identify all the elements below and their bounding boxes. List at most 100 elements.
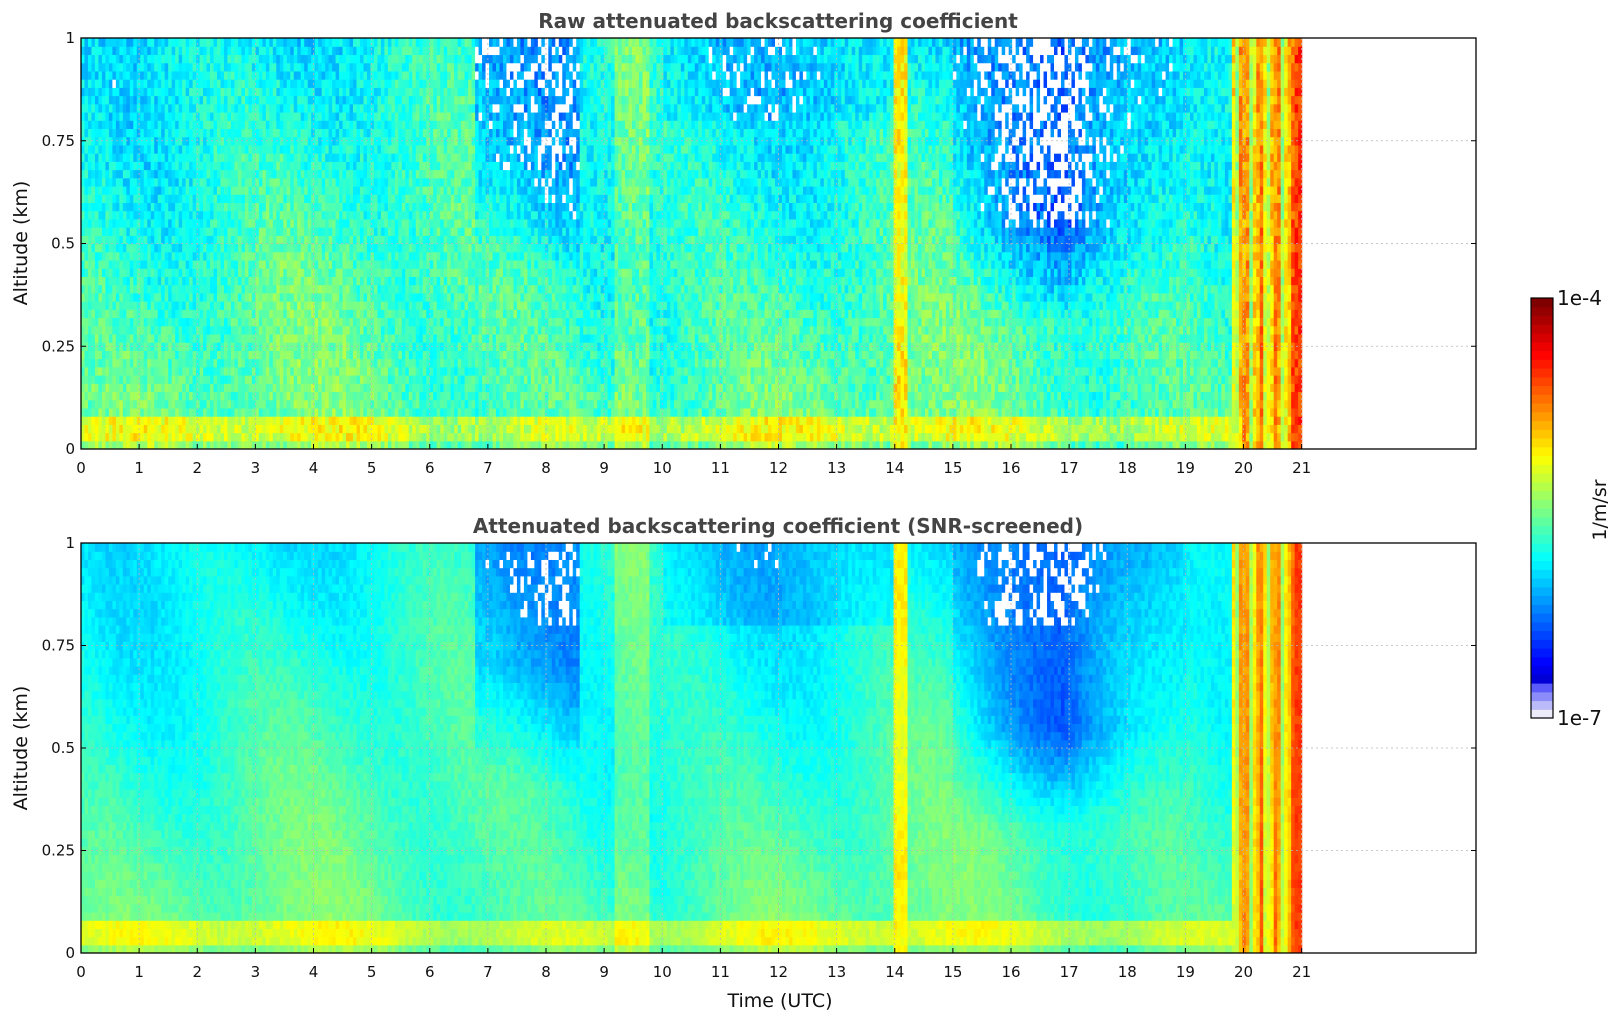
x-tick-label: 14 — [885, 459, 904, 477]
colorbar-cell — [1531, 420, 1553, 430]
colorbar-cell — [1531, 394, 1553, 404]
colorbar-label: 1/m/sr — [1589, 479, 1611, 540]
y-tick-label: 0.5 — [51, 739, 75, 757]
x-tick-label: 4 — [309, 963, 319, 981]
x-tick-label: 18 — [1118, 963, 1137, 981]
x-tick-label: 20 — [1234, 963, 1253, 981]
colorbar-cell — [1531, 665, 1553, 675]
colorbar-cell — [1531, 683, 1553, 693]
colorbar-cell — [1531, 481, 1553, 492]
colorbar-cell — [1531, 324, 1553, 334]
x-tick-label: 6 — [425, 963, 435, 981]
colorbar-cell — [1531, 621, 1553, 632]
colorbar-cell — [1531, 438, 1553, 448]
x-axis: 0 1 2 3 4 5 6 7 8 9 10 11 12 13 14 15 16 17 18 19 20 21 — [76, 948, 1311, 981]
colorbar: 1e-4 1e-7 1/m/sr — [1530, 286, 1611, 730]
x-tick-label: 8 — [541, 963, 551, 981]
colorbar-cell — [1531, 604, 1553, 614]
colorbar-cell — [1531, 516, 1553, 527]
x-tick-label: 17 — [1060, 459, 1079, 477]
x-tick-label: 11 — [711, 963, 730, 981]
x-tick-label: 15 — [943, 459, 962, 477]
y-tick-label: 1 — [65, 534, 75, 552]
x-tick-label: 1 — [134, 963, 144, 981]
colorbar-cell — [1531, 648, 1553, 658]
colorbar-cell — [1531, 385, 1553, 395]
x-tick-label: 10 — [653, 963, 672, 981]
x-tick-label: 1 — [134, 459, 144, 477]
colorbar-cell — [1531, 429, 1553, 439]
x-tick-label: 3 — [251, 963, 261, 981]
x-tick-label: 16 — [1001, 963, 1020, 981]
colorbar-cell — [1531, 341, 1553, 352]
x-axis: 0 1 2 3 4 5 6 7 8 9 10 11 12 13 14 15 16 17 18 19 20 21 — [76, 444, 1311, 477]
x-tick-label: 9 — [599, 963, 609, 981]
colorbar-cell — [1531, 333, 1553, 343]
colorbar-frame — [1530, 297, 1554, 719]
x-tick-label: 21 — [1292, 459, 1311, 477]
y-tick-label: 0.5 — [51, 235, 75, 253]
y-tick-label: 0.25 — [42, 337, 75, 355]
colorbar-cell — [1531, 446, 1553, 457]
y-axis-label: Altitude (km) — [10, 181, 32, 306]
colorbar-cell — [1531, 306, 1553, 317]
y-tick-label: 0.75 — [42, 637, 75, 655]
colorbar-cell — [1531, 534, 1553, 544]
x-tick-label: 16 — [1001, 459, 1020, 477]
x-tick-label: 5 — [367, 963, 377, 981]
colorbar-cell — [1531, 691, 1553, 702]
colorbar-cell — [1531, 613, 1553, 623]
x-tick-label: 0 — [76, 963, 86, 981]
colorbar-cell — [1531, 298, 1553, 308]
colorbar-cell — [1531, 700, 1553, 710]
colorbar-cell — [1531, 499, 1553, 509]
x-tick-label: 9 — [599, 459, 609, 477]
gridlines — [80, 37, 1476, 450]
x-tick-label: 11 — [711, 459, 730, 477]
colorbar-cell — [1531, 490, 1553, 500]
x-tick-label: 18 — [1118, 459, 1137, 477]
colorbar-cell — [1531, 560, 1553, 570]
colorbar-cell — [1531, 578, 1553, 588]
y-axis: 0 0.25 0.5 0.75 1 — [42, 29, 1476, 458]
x-tick-label: 19 — [1176, 459, 1195, 477]
x-tick-label: 12 — [769, 459, 788, 477]
x-tick-label: 13 — [827, 459, 846, 477]
colorbar-cell — [1531, 709, 1553, 719]
colorbar-cell — [1531, 551, 1553, 562]
colorbar-cell — [1531, 473, 1553, 483]
colorbar-cell — [1531, 455, 1553, 465]
x-tick-label: 10 — [653, 459, 672, 477]
x-tick-label: 8 — [541, 459, 551, 477]
panel-screened: Attenuated backscattering coefficient (S… — [10, 514, 1477, 1012]
colorbar-cell — [1531, 586, 1553, 597]
x-tick-label: 15 — [943, 963, 962, 981]
y-tick-label: 0.75 — [42, 132, 75, 150]
y-axis: 0 0.25 0.5 0.75 1 — [42, 534, 1476, 962]
colorbar-cell — [1531, 376, 1553, 387]
x-tick-label: 5 — [367, 459, 377, 477]
x-tick-label: 14 — [885, 963, 904, 981]
colorbar-cell — [1531, 630, 1553, 640]
colorbar-cell — [1531, 464, 1553, 474]
x-tick-label: 4 — [309, 459, 319, 477]
colorbar-min-label: 1e-7 — [1557, 706, 1602, 730]
colorbar-cell — [1531, 656, 1553, 667]
y-tick-label: 0 — [65, 944, 75, 962]
x-tick-label: 13 — [827, 963, 846, 981]
colorbar-cell — [1531, 674, 1553, 684]
y-tick-label: 1 — [65, 29, 75, 47]
x-tick-label: 7 — [483, 963, 493, 981]
colorbar-cell — [1531, 569, 1553, 579]
colorbar-cell — [1531, 543, 1553, 553]
x-axis-label: Time (UTC) — [726, 990, 832, 1012]
colorbar-cell — [1531, 315, 1553, 325]
colorbar-max-label: 1e-4 — [1557, 286, 1602, 310]
colorbar-cell — [1531, 411, 1553, 422]
chart-title: Attenuated backscattering coefficient (S… — [473, 514, 1083, 538]
colorbar-cell — [1531, 403, 1553, 413]
x-tick-label: 0 — [76, 459, 86, 477]
x-tick-label: 3 — [251, 459, 261, 477]
colorbar-cell — [1531, 525, 1553, 535]
